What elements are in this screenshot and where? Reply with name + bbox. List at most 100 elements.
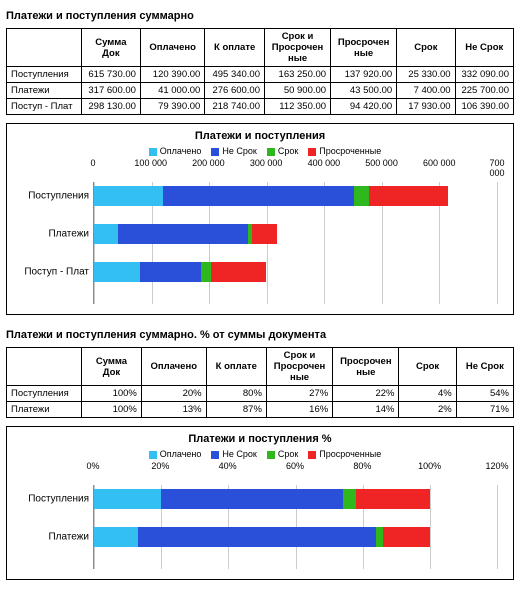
col-header: Срок [399,348,456,386]
bar-segment [94,262,140,282]
legend-swatch [267,451,275,459]
cell: 43 500.00 [331,83,397,99]
bar-label: Поступления [14,191,93,202]
legend-label: Оплачено [160,449,202,459]
section2-title: Платежи и поступления суммарно. % от сум… [6,329,514,341]
col-header [7,348,82,386]
legend-swatch [267,148,275,156]
cell: 317 600.00 [81,83,140,99]
cell: 2% [399,402,456,418]
bar-segment [163,186,354,206]
bar-label: Платежи [14,532,93,543]
bar-segment [376,527,383,547]
legend-swatch [308,451,316,459]
axis-tick-label: 20% [151,461,169,471]
bar-segment [94,186,163,206]
cell: 225 700.00 [455,83,513,99]
axis-tick-label: 0% [86,461,99,471]
row-label: Поступления [7,67,82,83]
col-header: Оплачено [141,348,206,386]
legend-label: Не Срок [222,146,256,156]
col-header [7,29,82,67]
cell: 120 390.00 [140,67,204,83]
bar-segment [140,262,201,282]
bar-segment [94,527,138,547]
col-header: Сумма Док [81,29,140,67]
cell: 41 000.00 [140,83,204,99]
chart2-legend: Оплачено Не Срок Срок Просроченные [13,449,507,459]
bar-segment [211,262,265,282]
axis-tick-label: 200 000 [192,158,225,168]
cell: 332 090.00 [455,67,513,83]
chart1-legend: ОплаченоНе СрокСрокПросроченные [13,146,507,156]
legend-swatch [308,148,316,156]
bar-segment [354,186,369,206]
cell: 80% [206,386,266,402]
row-label: Платежи [7,83,82,99]
col-header: Не Срок [455,29,513,67]
axis-tick-label: 40% [219,461,237,471]
cell: 71% [456,402,513,418]
cell: 298 130.00 [81,99,140,115]
axis-tick-label: 120% [485,461,508,471]
legend-label: Срок [278,146,298,156]
cell: 100% [82,386,142,402]
axis-tick-label: 500 000 [365,158,398,168]
axis-tick-label: 300 000 [250,158,283,168]
chart2-box: Платежи и поступления % Оплачено Не Срок С… [6,426,514,580]
bar-label: Поступления [14,494,93,505]
axis-tick-label: 0 [90,158,95,168]
axis-tick-label: 80% [353,461,371,471]
row-label: Платежи [7,402,82,418]
summary-table-1: Сумма ДокОплаченоК оплатеСрок и Просроче… [6,28,514,115]
cell: 163 250.00 [265,67,331,83]
cell: 27% [266,386,332,402]
row-label: Поступ - Плат [7,99,82,115]
legend-swatch [211,451,219,459]
legend-swatch [149,148,157,156]
bar-segment [343,489,356,509]
cell: 137 920.00 [331,67,397,83]
chart2-title: Платежи и поступления % [13,433,507,445]
legend-label: Просроченные [319,449,381,459]
cell: 100% [82,402,142,418]
col-header: Оплачено [140,29,204,67]
cell: 7 400.00 [397,83,455,99]
cell: 276 600.00 [205,83,265,99]
cell: 22% [333,386,399,402]
cell: 16% [266,402,332,418]
bar-segment [94,489,161,509]
cell: 218 740.00 [205,99,265,115]
bar-label: Поступ - Плат [14,267,93,278]
summary-table-2: Сумма ДокОплаченоК оплатеСрок и Просроче… [6,347,514,418]
legend-swatch [211,148,219,156]
bar-segment [252,224,277,244]
cell: 495 340.00 [205,67,265,83]
chart2-plot: 0%20%40%60%80%100%120%ПоступленияПлатежи [93,461,497,569]
bar-segment [118,224,248,244]
axis-tick-label: 100% [418,461,441,471]
section1-title: Платежи и поступления суммарно [6,10,514,22]
chart1-title: Платежи и поступления [13,130,507,142]
legend-swatch [149,451,157,459]
axis-tick-label: 60% [286,461,304,471]
col-header: Просрочен ные [331,29,397,67]
bar-segment [201,262,211,282]
cell: 25 330.00 [397,67,455,83]
axis-tick-label: 600 000 [423,158,456,168]
cell: 615 730.00 [81,67,140,83]
axis-tick-label: 400 000 [308,158,341,168]
cell: 87% [206,402,266,418]
cell: 13% [141,402,206,418]
legend-label: Не Срок [222,449,256,459]
cell: 112 350.00 [265,99,331,115]
col-header: Просрочен ные [333,348,399,386]
col-header: Не Срок [456,348,513,386]
bar-segment [138,527,376,547]
cell: 4% [399,386,456,402]
chart1-plot: 0100 000200 000300 000400 000500 000600 … [93,158,497,304]
col-header: Сумма Док [82,348,142,386]
legend-label: Оплачено [160,146,202,156]
cell: 79 390.00 [140,99,204,115]
legend-label: Срок [278,449,298,459]
